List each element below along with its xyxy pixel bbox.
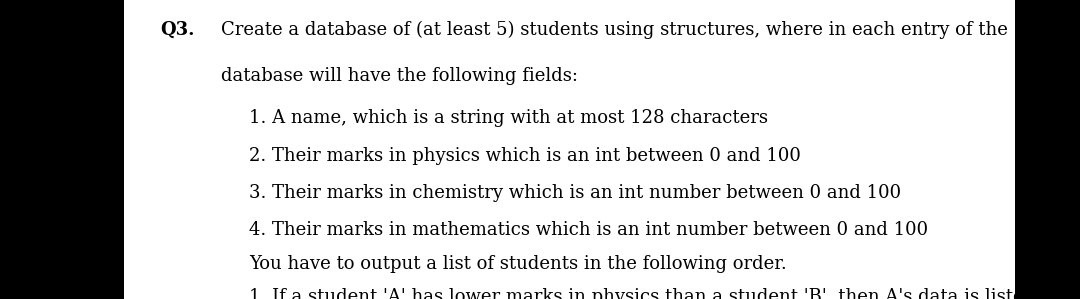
Text: 1. If a student 'A' has lower marks in physics than a student 'B', then A's data: 1. If a student 'A' has lower marks in p… (249, 288, 1036, 299)
Text: Q3.: Q3. (160, 21, 194, 39)
Text: You have to output a list of students in the following order.: You have to output a list of students in… (249, 255, 787, 273)
Text: Create a database of (at least 5) students using structures, where in each entry: Create a database of (at least 5) studen… (221, 21, 1009, 39)
Text: 4. Their marks in mathematics which is an int number between 0 and 100: 4. Their marks in mathematics which is a… (249, 221, 929, 239)
Text: database will have the following fields:: database will have the following fields: (221, 67, 579, 85)
Text: 2. Their marks in physics which is an int between 0 and 100: 2. Their marks in physics which is an in… (249, 147, 801, 164)
Text: 3. Their marks in chemistry which is an int number between 0 and 100: 3. Their marks in chemistry which is an … (249, 184, 902, 202)
Text: 1. A name, which is a string with at most 128 characters: 1. A name, which is a string with at mos… (249, 109, 769, 127)
FancyBboxPatch shape (124, 0, 1015, 299)
